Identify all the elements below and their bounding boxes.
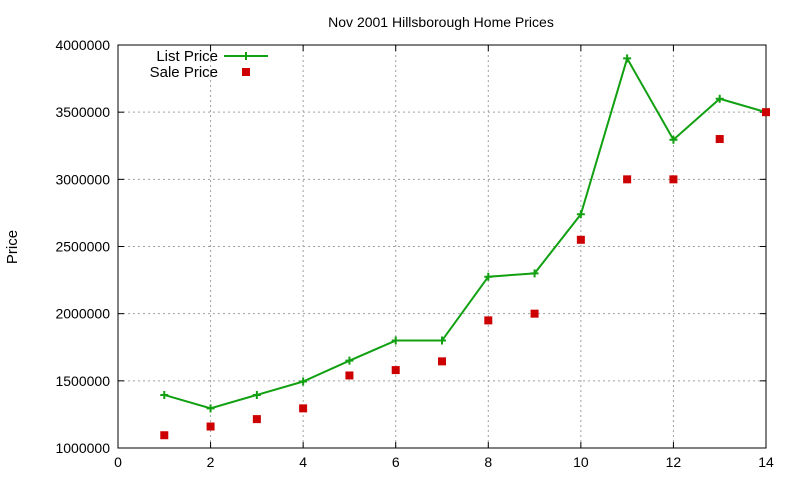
series-list-price	[160, 54, 770, 413]
sale-price-point	[576, 235, 585, 244]
sale-price-point	[160, 431, 169, 440]
sale-price-point	[623, 175, 632, 184]
legend-label: Sale Price	[150, 64, 218, 81]
sale-price-point	[762, 108, 770, 117]
list-price-point	[484, 272, 493, 281]
series-sale-price	[160, 108, 770, 440]
y-tick-label: 1500000	[55, 373, 110, 389]
ticks: 0 2 4 6 8 10 12 14 1000000 1500000 2000000 2500000 3…	[55, 37, 774, 470]
x-tick-label: 6	[392, 454, 400, 470]
y-tick-label: 1000000	[55, 440, 110, 456]
sale-price-point	[669, 175, 678, 184]
sale-price-point	[438, 357, 446, 366]
plot-frame	[117, 44, 767, 449]
list-price-point	[252, 390, 261, 399]
y-tick-label: 3000000	[55, 171, 110, 187]
legend-sale-price-marker	[242, 68, 250, 76]
grid	[118, 45, 766, 448]
sale-price-point	[299, 404, 308, 413]
y-tick-label: 3500000	[55, 104, 110, 120]
y-axis-label: Price	[4, 230, 21, 264]
sale-price-point	[391, 366, 400, 375]
list-price-point	[576, 210, 585, 219]
sale-price-point	[530, 309, 539, 318]
list-price-point	[299, 377, 308, 386]
y-tick-label: 4000000	[55, 37, 110, 53]
chart-title: Nov 2001 Hillsborough Home Prices	[328, 14, 554, 30]
list-price-line	[164, 55, 767, 410]
series-layer	[160, 54, 770, 440]
x-tick-label: 10	[573, 454, 589, 470]
x-tick-label: 2	[207, 454, 215, 470]
legend-list-price-marker	[242, 52, 250, 60]
sale-price-point	[206, 422, 215, 431]
x-tick-label: 14	[758, 454, 774, 470]
sale-price-point	[484, 316, 493, 325]
x-tick-label: 12	[666, 454, 682, 470]
y-tick-label: 2000000	[55, 306, 110, 322]
y-tick-label: 2500000	[55, 239, 110, 255]
sale-price-point	[715, 135, 724, 144]
list-price-point	[391, 336, 400, 345]
list-price-point	[345, 356, 354, 365]
list-price-point	[206, 404, 215, 413]
x-tick-label: 8	[484, 454, 492, 470]
list-price-point	[438, 336, 446, 345]
legend-label: List Price	[156, 48, 218, 65]
list-price-point	[715, 94, 724, 103]
list-price-point	[530, 269, 539, 278]
list-price-point	[160, 390, 169, 399]
x-tick-label: 0	[114, 454, 122, 470]
x-tick-label: 4	[299, 454, 307, 470]
list-price-point	[669, 135, 678, 144]
sale-price-point	[345, 371, 354, 380]
list-price-point	[623, 54, 632, 63]
sale-price-point	[252, 415, 261, 424]
